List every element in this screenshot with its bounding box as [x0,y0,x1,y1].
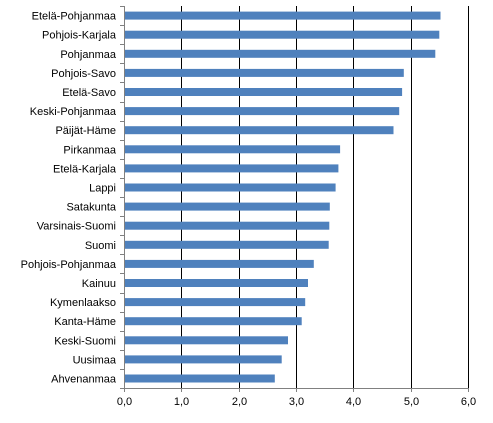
bar [124,298,306,307]
bar [124,30,440,39]
x-tick-label: 5,0 [404,396,419,408]
x-tick-label: 0,0 [117,396,132,408]
x-tick-label: 4,0 [346,396,361,408]
category-label: Kanta-Häme [54,316,116,328]
category-label: Etelä-Savo [62,87,116,99]
bar [124,259,314,268]
category-label: Päijät-Häme [55,125,116,137]
category-label: Uusimaa [73,354,117,366]
category-label: Pohjois-Pohjanmaa [21,259,117,271]
bar [124,317,302,326]
category-label: Satakunta [66,202,116,214]
category-label: Etelä-Karjala [53,163,117,175]
bar [124,183,336,192]
category-label: Ahvenanmaa [51,374,117,386]
bar [124,240,329,249]
bar [124,107,400,116]
bar [124,145,341,154]
category-label: Keski-Pohjanmaa [30,106,117,118]
category-labels: Etelä-Pohjanmaa Pohjois-Karjala Pohjanmaa P… [21,11,117,386]
category-label: Lappi [89,183,116,195]
bar [124,279,308,287]
bar [124,11,441,20]
bar [124,68,404,77]
category-label: Suomi [85,240,116,252]
category-label: Pohjois-Karjala [42,30,117,42]
bar [124,126,394,135]
bar [124,202,330,211]
x-tick-label: 1,0 [174,396,189,408]
x-tick-label: 6,0 [461,396,476,408]
x-tick-label: 2,0 [232,396,247,408]
bar [124,355,282,364]
category-label: Etelä-Pohjanmaa [32,11,117,23]
category-label: Pohjois-Savo [51,68,116,80]
category-label: Pohjanmaa [60,49,117,61]
gridlines [181,6,469,388]
category-label: Keski-Suomi [54,335,116,347]
bar [124,374,275,383]
category-label: Kymenlaakso [50,297,116,309]
x-tick-label: 3,0 [289,396,304,408]
bar [124,88,403,96]
bar [124,336,288,345]
axes [120,6,469,392]
category-label: Varsinais-Suomi [37,221,116,233]
category-label: Pirkanmaa [63,144,116,156]
bar [124,49,436,58]
category-label: Kainuu [82,278,116,290]
x-tick-labels: 0,0 1,0 2,0 3,0 4,0 5,0 6,0 [117,396,476,408]
bar [124,221,330,230]
bars [124,11,441,383]
bar [124,164,339,173]
